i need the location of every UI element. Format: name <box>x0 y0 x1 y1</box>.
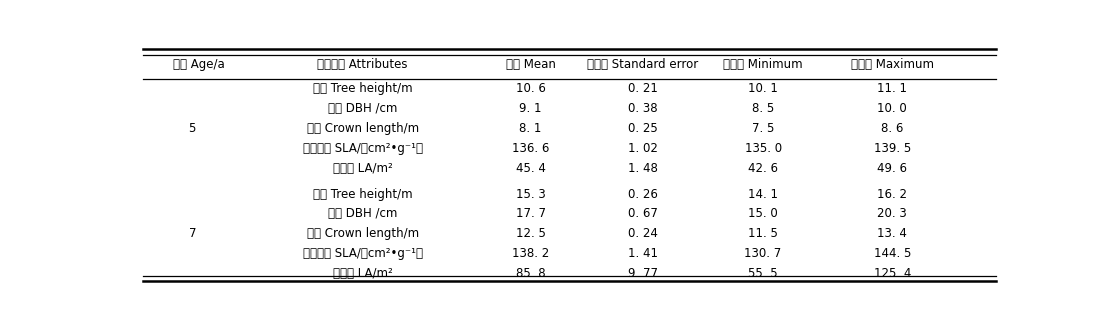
Text: 14. 1: 14. 1 <box>748 188 778 201</box>
Text: 20. 3: 20. 3 <box>878 207 908 220</box>
Text: 125. 4: 125. 4 <box>873 266 911 280</box>
Text: 11. 1: 11. 1 <box>878 83 908 96</box>
Text: 13. 4: 13. 4 <box>878 227 908 240</box>
Text: 7: 7 <box>189 227 196 240</box>
Text: 树高 Tree height/m: 树高 Tree height/m <box>313 83 412 96</box>
Text: 8. 5: 8. 5 <box>752 102 774 115</box>
Text: 11. 5: 11. 5 <box>748 227 778 240</box>
Text: 45. 4: 45. 4 <box>516 162 546 175</box>
Text: 10. 1: 10. 1 <box>748 83 778 96</box>
Text: 比叶面积 SLA/（cm²•g⁻¹）: 比叶面积 SLA/（cm²•g⁻¹） <box>302 247 423 260</box>
Text: 叶面积 LA/m²: 叶面积 LA/m² <box>333 266 392 280</box>
Text: 85. 8: 85. 8 <box>516 266 546 280</box>
Text: 135. 0: 135. 0 <box>744 142 782 155</box>
Text: 49. 6: 49. 6 <box>878 162 908 175</box>
Text: 7. 5: 7. 5 <box>752 122 774 135</box>
Text: 5: 5 <box>189 122 196 135</box>
Text: 0. 38: 0. 38 <box>628 102 658 115</box>
Text: 冠长 Crown length/m: 冠长 Crown length/m <box>307 122 419 135</box>
Text: 55. 5: 55. 5 <box>749 266 778 280</box>
Text: 胸径 DBH /cm: 胸径 DBH /cm <box>328 102 398 115</box>
Text: 17. 7: 17. 7 <box>516 207 546 220</box>
Text: 最小值 Minimum: 最小值 Minimum <box>723 58 803 71</box>
Text: 最大值 Maximum: 最大值 Maximum <box>851 58 933 71</box>
Text: 16. 2: 16. 2 <box>878 188 908 201</box>
Text: 胸径 DBH /cm: 胸径 DBH /cm <box>328 207 398 220</box>
Text: 10. 0: 10. 0 <box>878 102 908 115</box>
Text: 42. 6: 42. 6 <box>748 162 778 175</box>
Text: 144. 5: 144. 5 <box>873 247 911 260</box>
Text: 标准误 Standard error: 标准误 Standard error <box>587 58 698 71</box>
Text: 1. 48: 1. 48 <box>628 162 658 175</box>
Text: 比叶面积 SLA/（cm²•g⁻¹）: 比叶面积 SLA/（cm²•g⁻¹） <box>302 142 423 155</box>
Text: 林龄 Age/a: 林龄 Age/a <box>173 58 226 71</box>
Text: 15. 3: 15. 3 <box>516 188 546 201</box>
Text: 特征因子 Attributes: 特征因子 Attributes <box>318 58 408 71</box>
Text: 冠长 Crown length/m: 冠长 Crown length/m <box>307 227 419 240</box>
Text: 138. 2: 138. 2 <box>512 247 549 260</box>
Text: 139. 5: 139. 5 <box>873 142 911 155</box>
Text: 树高 Tree height/m: 树高 Tree height/m <box>313 188 412 201</box>
Text: 9. 1: 9. 1 <box>519 102 542 115</box>
Text: 130. 7: 130. 7 <box>744 247 782 260</box>
Text: 0. 24: 0. 24 <box>628 227 658 240</box>
Text: 15. 0: 15. 0 <box>748 207 778 220</box>
Text: 136. 6: 136. 6 <box>512 142 549 155</box>
Text: 叶面积 LA/m²: 叶面积 LA/m² <box>333 162 392 175</box>
Text: 8. 6: 8. 6 <box>881 122 903 135</box>
Text: 0. 21: 0. 21 <box>628 83 658 96</box>
Text: 0. 25: 0. 25 <box>628 122 658 135</box>
Text: 10. 6: 10. 6 <box>516 83 546 96</box>
Text: 平均 Mean: 平均 Mean <box>506 58 556 71</box>
Text: 1. 41: 1. 41 <box>628 247 658 260</box>
Text: 1. 02: 1. 02 <box>628 142 658 155</box>
Text: 8. 1: 8. 1 <box>520 122 542 135</box>
Text: 0. 26: 0. 26 <box>628 188 658 201</box>
Text: 9. 77: 9. 77 <box>628 266 658 280</box>
Text: 0. 67: 0. 67 <box>628 207 658 220</box>
Text: 12. 5: 12. 5 <box>516 227 546 240</box>
